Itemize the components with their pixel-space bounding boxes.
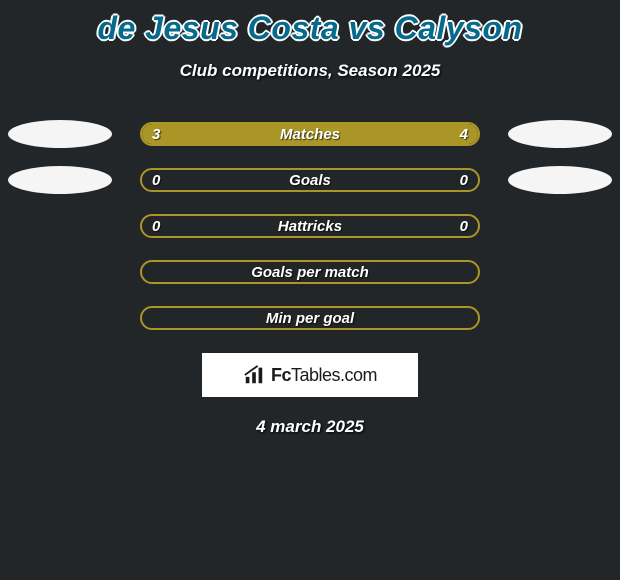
comparison-rows: 3 Matches 4 0 Goals 0 0 Hattricks 0 xyxy=(0,111,620,341)
stat-bar: 0 Goals 0 xyxy=(140,168,480,192)
stat-label: Goals per match xyxy=(142,262,478,282)
stat-value-right: 4 xyxy=(460,124,468,144)
stat-label: Hattricks xyxy=(142,216,478,236)
stat-value-right: 0 xyxy=(460,216,468,236)
player-right-marker xyxy=(508,120,612,148)
stat-label: Matches xyxy=(142,124,478,144)
page-title: de Jesus Costa vs Calyson xyxy=(0,0,620,47)
stat-label: Min per goal xyxy=(142,308,478,328)
stat-label: Goals xyxy=(142,170,478,190)
stat-row: 0 Goals 0 xyxy=(0,157,620,203)
bar-chart-icon xyxy=(243,364,265,386)
stat-row: Min per goal xyxy=(0,295,620,341)
stat-bar: Min per goal xyxy=(140,306,480,330)
subtitle: Club competitions, Season 2025 xyxy=(0,61,620,81)
stat-bar: 0 Hattricks 0 xyxy=(140,214,480,238)
logo-text: FcTables.com xyxy=(271,365,377,386)
stat-value-right: 0 xyxy=(460,170,468,190)
player-right-marker xyxy=(508,166,612,194)
player-left-marker xyxy=(8,166,112,194)
fctables-logo[interactable]: FcTables.com xyxy=(202,353,418,397)
player-left-marker xyxy=(8,120,112,148)
stat-row: 3 Matches 4 xyxy=(0,111,620,157)
stat-row: 0 Hattricks 0 xyxy=(0,203,620,249)
stat-bar: 3 Matches 4 xyxy=(140,122,480,146)
footer-date: 4 march 2025 xyxy=(0,417,620,437)
stat-bar: Goals per match xyxy=(140,260,480,284)
stat-row: Goals per match xyxy=(0,249,620,295)
